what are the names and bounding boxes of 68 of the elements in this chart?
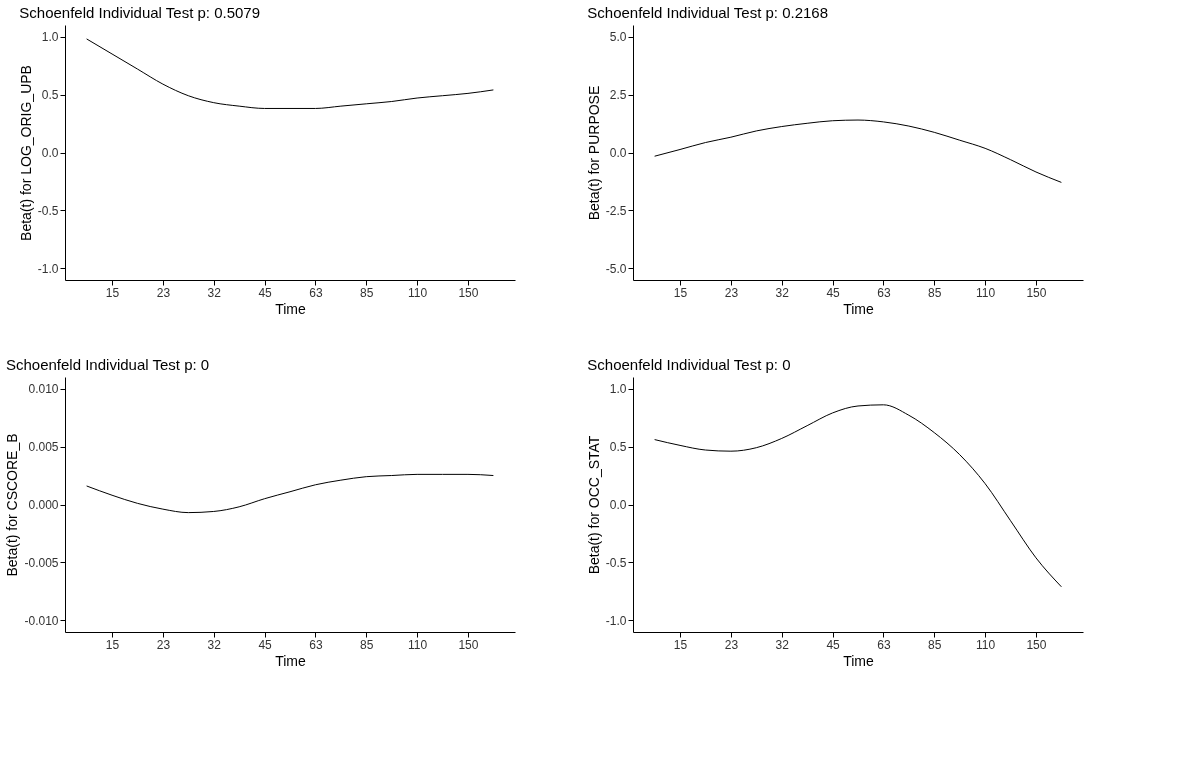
y-tick-label: 0.0: [609, 498, 627, 512]
y-tick-label: -2.5: [605, 203, 627, 218]
y-tick-label: 0.010: [28, 382, 59, 397]
x-tick-label: 110: [408, 285, 428, 300]
x-tick-label: 110: [408, 637, 428, 652]
x-tick-label: 110: [976, 637, 996, 652]
x-tick-label: 23: [724, 285, 739, 300]
x-tick-label: 32: [207, 285, 222, 300]
line-series: [86, 473, 494, 514]
y-axis-title: Beta(t) for CSCORE_B: [4, 433, 21, 577]
y-tick-label: 0.0: [609, 146, 627, 160]
x-axis-title: Time: [843, 300, 875, 317]
line-series: [654, 404, 1062, 588]
y-tick-label: 5.0: [609, 30, 627, 45]
chart-title: Schoenfeld Individual Test p: 0.2168: [587, 4, 829, 21]
x-tick-label: 15: [105, 637, 120, 652]
x-tick-label: 150: [1026, 285, 1047, 300]
x-tick-label: 45: [826, 285, 841, 300]
x-tick-label: 85: [360, 285, 374, 300]
x-tick-label: 63: [877, 637, 891, 652]
x-tick-label: 23: [724, 637, 739, 652]
x-tick-label: 63: [877, 285, 891, 300]
x-tick-label: 23: [156, 285, 171, 300]
y-tick-label: -1.0: [605, 613, 627, 628]
x-tick-label: 85: [928, 285, 942, 300]
y-tick-label: -0.010: [24, 613, 59, 628]
y-axis-title: Beta(t) for LOG_ORIG_UPB: [17, 65, 34, 241]
chart-title: Schoenfeld Individual Test p: 0: [587, 356, 791, 373]
y-tick-label: -0.5: [605, 555, 627, 570]
y-axis-title: Beta(t) for PURPOSE: [585, 85, 602, 221]
line-series: [86, 38, 494, 109]
x-axis-title: Time: [275, 652, 307, 669]
y-tick-label: -5.0: [605, 261, 627, 276]
x-tick-label: 63: [309, 637, 323, 652]
x-tick-label: 45: [258, 637, 273, 652]
x-tick-label: 32: [207, 637, 222, 652]
x-tick-label: 45: [826, 637, 841, 652]
x-tick-label: 150: [458, 637, 479, 652]
y-tick-label: 2.5: [609, 88, 627, 103]
x-tick-label: 23: [156, 637, 171, 652]
x-tick-label: 15: [673, 285, 688, 300]
chart-title: Schoenfeld Individual Test p: 0.5079: [19, 4, 261, 21]
x-tick-label: 32: [775, 285, 790, 300]
x-tick-label: 63: [309, 285, 323, 300]
x-axis-title: Time: [275, 300, 307, 317]
x-tick-label: 85: [360, 637, 374, 652]
x-tick-label: 110: [976, 285, 996, 300]
y-axis-title: Beta(t) for OCC_STAT: [585, 435, 602, 575]
x-tick-label: 85: [928, 637, 942, 652]
x-tick-label: 45: [258, 285, 273, 300]
y-tick-label: 0.5: [41, 88, 59, 103]
y-tick-label: -1.0: [37, 261, 59, 276]
x-tick-label: 150: [1026, 637, 1047, 652]
y-tick-label: 1.0: [609, 382, 627, 397]
y-tick-label: 0.005: [28, 440, 59, 455]
y-tick-label: 0.000: [28, 498, 59, 512]
x-tick-label: 15: [673, 637, 688, 652]
y-tick-label: 0.5: [609, 440, 627, 455]
chart-title: Schoenfeld Individual Test p: 0: [5, 356, 210, 373]
line-series: [654, 119, 1062, 183]
x-tick-label: 15: [105, 285, 120, 300]
y-tick-label: -0.5: [37, 203, 59, 218]
y-tick-label: 1.0: [41, 30, 59, 45]
x-tick-label: 150: [458, 285, 479, 300]
x-tick-label: 32: [775, 637, 790, 652]
y-tick-label: -0.005: [24, 555, 59, 570]
y-tick-label: 0.0: [41, 146, 59, 160]
x-axis-title: Time: [843, 652, 875, 669]
